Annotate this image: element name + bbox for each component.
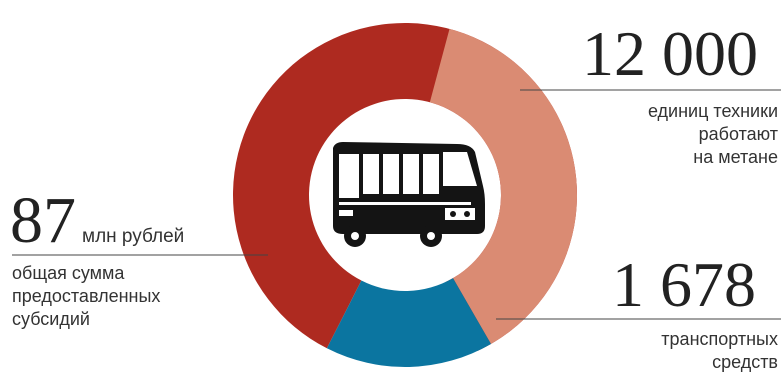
slice-methane (429, 28, 577, 344)
methane-value: 12 000 (582, 18, 758, 89)
transport-value: 1 678 (612, 249, 756, 320)
bus-icon (333, 142, 485, 247)
transport-label: транспортных средств (661, 329, 778, 372)
subsidy-unit: млн рублей (82, 226, 185, 247)
subsidy-number: 87 (10, 184, 76, 257)
slice-transport (326, 278, 491, 367)
methane-label: единиц техники работают на метане (647, 101, 778, 167)
subsidy-label: общая сумма предоставленных субсидий (12, 263, 161, 329)
subsidy-value: 87 млн рублей (10, 188, 184, 254)
